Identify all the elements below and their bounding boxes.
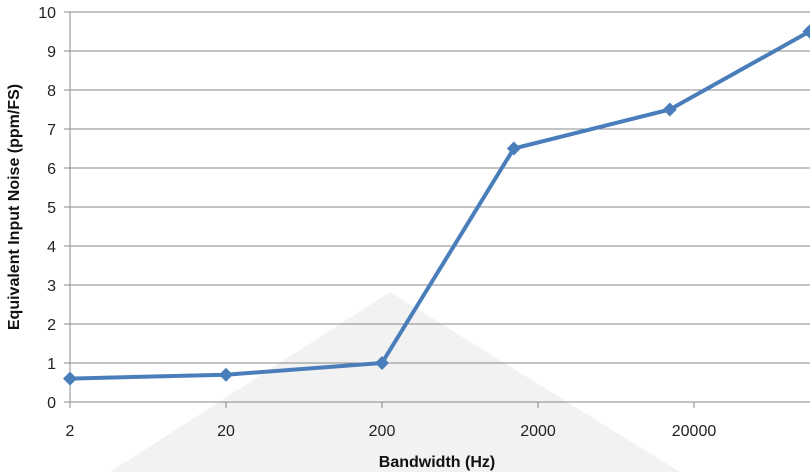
x-tick-label: 20000 (672, 423, 717, 440)
y-tick-label: 5 (47, 200, 56, 217)
y-tick-label: 10 (38, 5, 56, 22)
x-tick-label: 2000 (520, 423, 556, 440)
data-point (662, 102, 677, 117)
axes (64, 11, 810, 408)
y-tick-label: 3 (47, 278, 56, 295)
y-tick-label: 7 (47, 122, 56, 139)
data-point (802, 24, 810, 39)
series-group (63, 24, 810, 386)
y-tick-labels: 0 1 2 3 4 5 6 7 8 9 10 (38, 5, 56, 412)
data-point (63, 371, 77, 386)
x-axis-title: Bandwidth (Hz) (379, 454, 495, 471)
x-tick-label: 20 (217, 423, 235, 440)
y-tick-label: 4 (47, 239, 56, 256)
y-tick-label: 9 (47, 44, 56, 61)
y-tick-label: 2 (47, 317, 56, 334)
data-point (506, 141, 521, 156)
series-line (69, 29, 810, 381)
y-tick-label: 0 (47, 395, 56, 412)
data-point (219, 367, 233, 382)
y-axis-title: Equivalent Input Noise (ppm/FS) (6, 84, 23, 330)
x-tick-label: 2 (66, 423, 75, 440)
watermark-triangle (110, 292, 680, 472)
y-tick-label: 1 (47, 356, 56, 373)
data-point (375, 356, 389, 370)
gridlines (70, 11, 810, 364)
x-tick-labels: 2 20 200 2000 20000 (66, 423, 717, 440)
y-tick-label: 6 (47, 161, 56, 178)
y-tick-label: 8 (47, 83, 56, 100)
x-tick-label: 200 (369, 423, 396, 440)
